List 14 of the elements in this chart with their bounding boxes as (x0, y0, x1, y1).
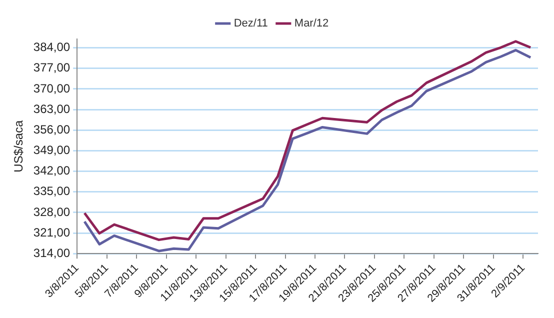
y-tick-label: 314,00 (33, 246, 70, 260)
y-tick-label: 342,00 (33, 164, 70, 178)
y-tick-label: 384,00 (33, 40, 70, 54)
y-tick-label: 363,00 (33, 102, 70, 116)
y-tick-label: 349,00 (33, 143, 70, 158)
y-tick-label: 356,00 (33, 122, 70, 136)
y-tick-label: 321,00 (33, 225, 70, 240)
y-tick-label: 370,00 (33, 81, 70, 96)
y-tick-label: 377,00 (33, 60, 70, 75)
legend-label: Mar/12 (294, 18, 329, 30)
y-tick-label: 328,00 (33, 204, 70, 219)
legend-label: Dez/11 (234, 18, 268, 30)
y-tick-label: 335,00 (33, 184, 70, 198)
y-axis-title: US$/saca (12, 120, 26, 172)
